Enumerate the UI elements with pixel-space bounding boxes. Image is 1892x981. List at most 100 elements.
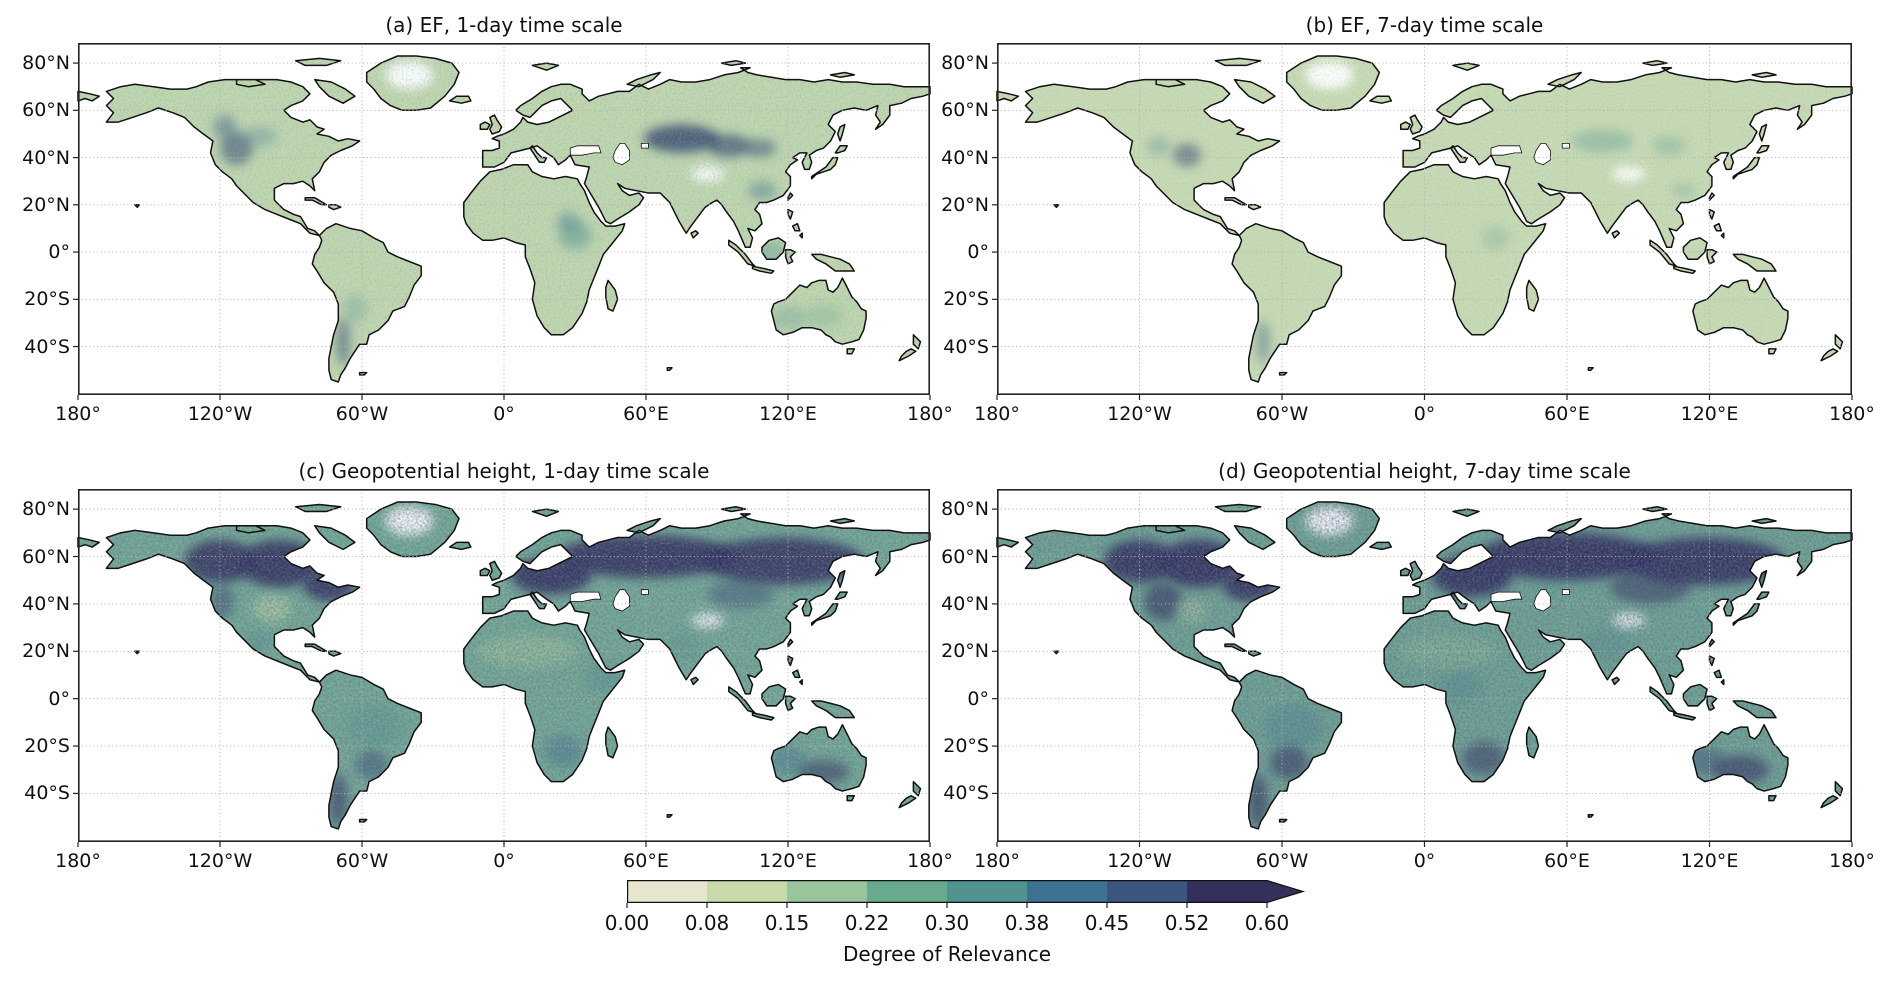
x-tick-label: 60°W <box>335 403 389 425</box>
colorbar-ticks <box>626 903 1268 908</box>
map-svg-c <box>73 489 931 848</box>
plot-frame <box>997 43 1853 395</box>
colorbar-tick-label: 0.22 <box>844 911 890 935</box>
x-tick-label: 60°W <box>335 850 389 872</box>
y-tick-label: 40°N <box>941 592 989 615</box>
y-tick-label: 20°S <box>24 288 70 311</box>
inland-sea <box>1561 143 1570 149</box>
plot-frame <box>997 489 1853 842</box>
colorbar-label: Degree of Relevance <box>842 942 1052 966</box>
colorbar-segment <box>787 880 867 903</box>
y-tick-label: 20°N <box>22 193 70 216</box>
x-tick-label: 60°W <box>1255 403 1309 425</box>
x-tick-label: 120°E <box>1680 403 1739 425</box>
x-tick-label: 180° <box>55 850 101 872</box>
plot-frame <box>78 43 931 395</box>
y-tick-label: 60°N <box>941 99 989 122</box>
y-tick-label: 0° <box>967 687 989 710</box>
x-tick-label: 120°W <box>187 850 253 872</box>
inland-sea <box>612 143 630 166</box>
y-tick-label: 20°N <box>941 640 989 663</box>
x-tick-label: 120°W <box>1107 850 1172 872</box>
y-tick-label: 0° <box>48 687 70 710</box>
colorbar-segment <box>867 880 947 903</box>
y-tick-label: 60°N <box>22 545 70 568</box>
map-svg-a <box>73 43 931 400</box>
colorbar-tick-label: 0.45 <box>1084 911 1130 935</box>
x-tick-label: 60°E <box>623 403 669 425</box>
y-tick-label: 0° <box>48 241 70 264</box>
colorbar-tick-label: 0.08 <box>684 911 730 935</box>
colorbar-segment <box>1187 880 1267 903</box>
graticule-grid <box>997 43 1852 395</box>
y-tick-label: 40°N <box>22 146 70 169</box>
x-tick-label: 180° <box>55 403 101 425</box>
colorbar-segment <box>947 880 1027 903</box>
x-tick-label: 120°E <box>1680 850 1739 872</box>
colorbar-tick-label: 0.30 <box>924 911 970 935</box>
x-tick-label: 60°E <box>623 850 669 872</box>
x-tick-label: 180° <box>907 403 953 425</box>
graticule-grid <box>997 489 1852 842</box>
y-tick-label: 40°S <box>943 782 989 805</box>
colorbar-arrow <box>1267 880 1303 903</box>
y-tick-label: 60°N <box>941 545 989 568</box>
panel-title-a: (a) EF, 1-day time scale <box>385 13 623 37</box>
panel-title-d: (d) Geopotential height, 7-day time scal… <box>1218 459 1631 483</box>
axis-ticks <box>991 62 1853 400</box>
x-tick-label: 60°E <box>1544 403 1590 425</box>
inland-sea <box>1533 143 1551 166</box>
colorbar-svg <box>626 880 1306 908</box>
panel-title-c: (c) Geopotential height, 1-day time scal… <box>298 459 710 483</box>
colorbar-tick-label: 0.00 <box>604 911 650 935</box>
inland-sea <box>1561 589 1570 595</box>
y-tick-label: 40°S <box>24 782 70 805</box>
map-svg-d <box>991 489 1853 848</box>
x-tick-label: 180° <box>907 850 953 872</box>
inland-sea <box>1533 589 1551 612</box>
axis-ticks <box>991 508 1853 848</box>
x-tick-label: 120°W <box>187 403 253 425</box>
axis-ticks <box>73 508 931 848</box>
colorbar-tick-label: 0.52 <box>1164 911 1210 935</box>
x-tick-label: 180° <box>974 403 1020 425</box>
x-tick-label: 180° <box>1829 403 1875 425</box>
colorbar-outline <box>627 880 1306 903</box>
x-tick-label: 60°E <box>1544 850 1590 872</box>
y-tick-label: 20°S <box>943 735 989 758</box>
colorbar-tick-label: 0.60 <box>1244 911 1290 935</box>
colorbar-tick-label: 0.15 <box>764 911 810 935</box>
x-tick-label: 0° <box>1413 850 1436 872</box>
y-tick-label: 80°N <box>941 498 989 521</box>
x-tick-label: 180° <box>974 850 1020 872</box>
y-tick-label: 20°S <box>24 735 70 758</box>
colorbar-segment <box>1107 880 1187 903</box>
y-tick-label: 80°N <box>22 498 70 521</box>
inland-sea <box>569 591 602 602</box>
colorbar-segment <box>627 880 707 903</box>
inland-sea <box>640 589 649 595</box>
y-tick-label: 20°N <box>941 193 989 216</box>
x-tick-label: 0° <box>493 850 515 872</box>
inland-sea <box>1490 591 1523 602</box>
y-tick-label: 80°N <box>22 52 70 75</box>
y-tick-label: 40°S <box>24 335 70 358</box>
inland-sea <box>569 145 602 156</box>
inland-sea <box>1490 145 1523 156</box>
y-tick-label: 60°N <box>22 99 70 122</box>
x-tick-label: 120°E <box>759 403 817 425</box>
y-tick-label: 40°N <box>941 146 989 169</box>
plot-frame <box>78 489 931 842</box>
inland-sea <box>640 143 649 149</box>
x-tick-label: 180° <box>1829 850 1875 872</box>
y-tick-label: 20°S <box>943 288 989 311</box>
y-tick-label: 40°N <box>22 592 70 615</box>
graticule-grid <box>78 43 930 395</box>
graticule-grid <box>78 489 930 842</box>
x-tick-label: 60°W <box>1255 850 1309 872</box>
colorbar-tick-label: 0.38 <box>1004 911 1050 935</box>
y-tick-label: 20°N <box>22 640 70 663</box>
x-tick-label: 0° <box>493 403 515 425</box>
x-tick-label: 120°W <box>1107 403 1172 425</box>
